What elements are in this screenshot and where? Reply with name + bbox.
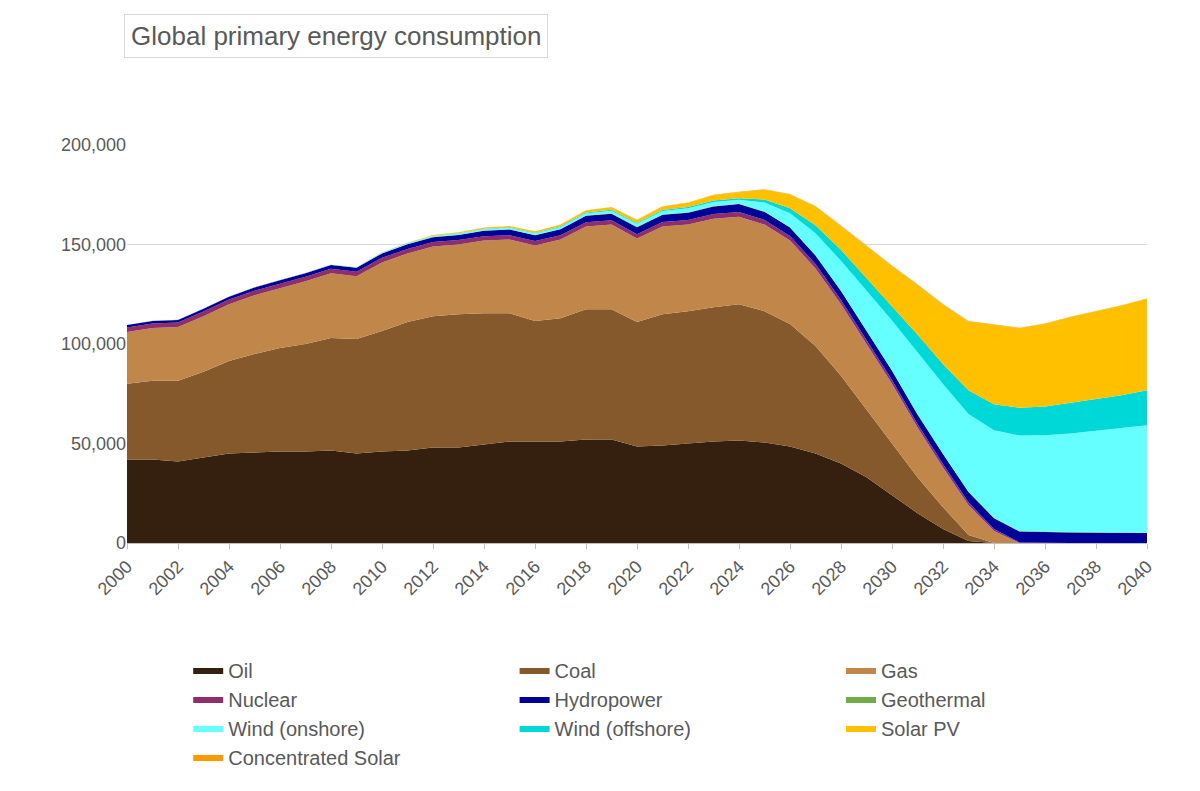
svg-text:Wind (offshore): Wind (offshore) — [555, 718, 691, 740]
svg-text:Nuclear: Nuclear — [228, 689, 297, 711]
svg-text:2016: 2016 — [502, 557, 544, 599]
svg-text:2008: 2008 — [298, 557, 340, 599]
svg-text:Gas: Gas — [881, 660, 918, 682]
svg-text:200,000: 200,000 — [61, 135, 126, 155]
svg-text:2020: 2020 — [604, 557, 646, 599]
svg-text:2010: 2010 — [349, 557, 391, 599]
svg-text:2006: 2006 — [247, 557, 289, 599]
svg-text:Geothermal: Geothermal — [881, 689, 986, 711]
svg-text:2002: 2002 — [145, 557, 187, 599]
svg-text:100,000: 100,000 — [61, 334, 126, 354]
svg-text:2034: 2034 — [961, 557, 1003, 599]
svg-text:150,000: 150,000 — [61, 235, 126, 255]
svg-text:Coal: Coal — [555, 660, 596, 682]
svg-text:Oil: Oil — [228, 660, 252, 682]
svg-text:2032: 2032 — [910, 557, 952, 599]
svg-text:2038: 2038 — [1063, 557, 1105, 599]
svg-text:0: 0 — [116, 533, 126, 553]
svg-text:2000: 2000 — [94, 557, 136, 599]
svg-text:2028: 2028 — [808, 557, 850, 599]
svg-text:2014: 2014 — [451, 557, 493, 599]
svg-text:2036: 2036 — [1012, 557, 1054, 599]
svg-text:Hydropower: Hydropower — [555, 689, 663, 711]
svg-text:Global primary energy consumpt: Global primary energy consumption — [131, 21, 541, 51]
svg-text:2040: 2040 — [1114, 557, 1156, 599]
svg-text:2026: 2026 — [757, 557, 799, 599]
svg-text:2004: 2004 — [196, 557, 238, 599]
svg-text:2012: 2012 — [400, 557, 442, 599]
svg-text:2030: 2030 — [859, 557, 901, 599]
svg-text:2018: 2018 — [553, 557, 595, 599]
svg-text:Wind (onshore): Wind (onshore) — [228, 718, 365, 740]
svg-text:2022: 2022 — [655, 557, 697, 599]
svg-text:Concentrated Solar: Concentrated Solar — [228, 747, 401, 769]
svg-text:Solar PV: Solar PV — [881, 718, 961, 740]
svg-text:2024: 2024 — [706, 557, 748, 599]
svg-text:50,000: 50,000 — [71, 434, 126, 454]
